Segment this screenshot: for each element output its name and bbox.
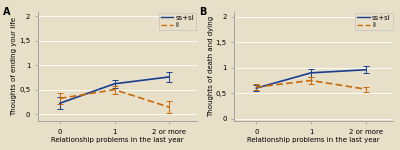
- X-axis label: Relationship problems in the last year: Relationship problems in the last year: [51, 137, 184, 143]
- Text: A: A: [3, 7, 10, 17]
- Legend: ss+sl, ll: ss+sl, ll: [355, 13, 393, 30]
- X-axis label: Relationship problems in the last year: Relationship problems in the last year: [248, 137, 380, 143]
- Y-axis label: Thoughts of ending your life: Thoughts of ending your life: [11, 17, 17, 116]
- Legend: ss+sl, ll: ss+sl, ll: [159, 13, 196, 30]
- Y-axis label: Thoughts of death and dying: Thoughts of death and dying: [208, 16, 214, 117]
- Text: B: B: [200, 7, 207, 17]
